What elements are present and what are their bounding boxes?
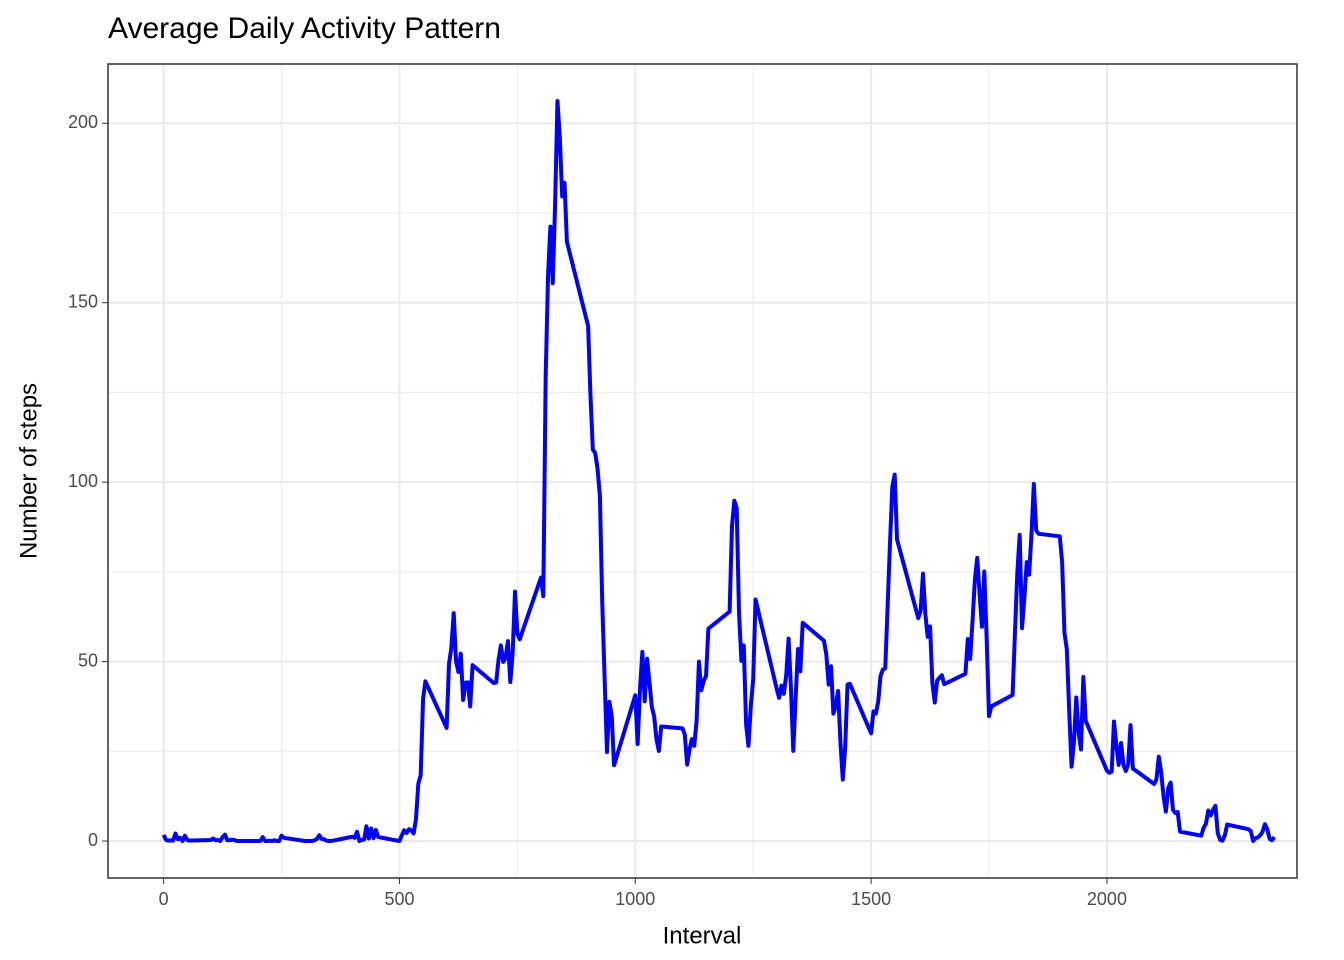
x-tick-label: 2000 — [1087, 889, 1127, 909]
y-axis-label: Number of steps — [15, 383, 42, 559]
data-line — [161, 98, 1276, 844]
panel-border — [107, 63, 1298, 879]
y-tick-label: 150 — [68, 291, 98, 311]
y-tick-label: 0 — [88, 830, 98, 850]
x-tick-label: 0 — [159, 889, 169, 909]
x-tick-label: 500 — [384, 889, 414, 909]
y-tick-label: 100 — [68, 471, 98, 491]
x-axis-label: Interval — [663, 922, 742, 949]
x-tick-label: 1500 — [851, 889, 891, 909]
x-tick-label: 1000 — [615, 889, 655, 909]
y-tick-label: 50 — [78, 650, 98, 670]
y-tick-label: 200 — [68, 112, 98, 132]
chart-title: Average Daily Activity Pattern — [108, 12, 501, 45]
panel — [108, 64, 1297, 878]
